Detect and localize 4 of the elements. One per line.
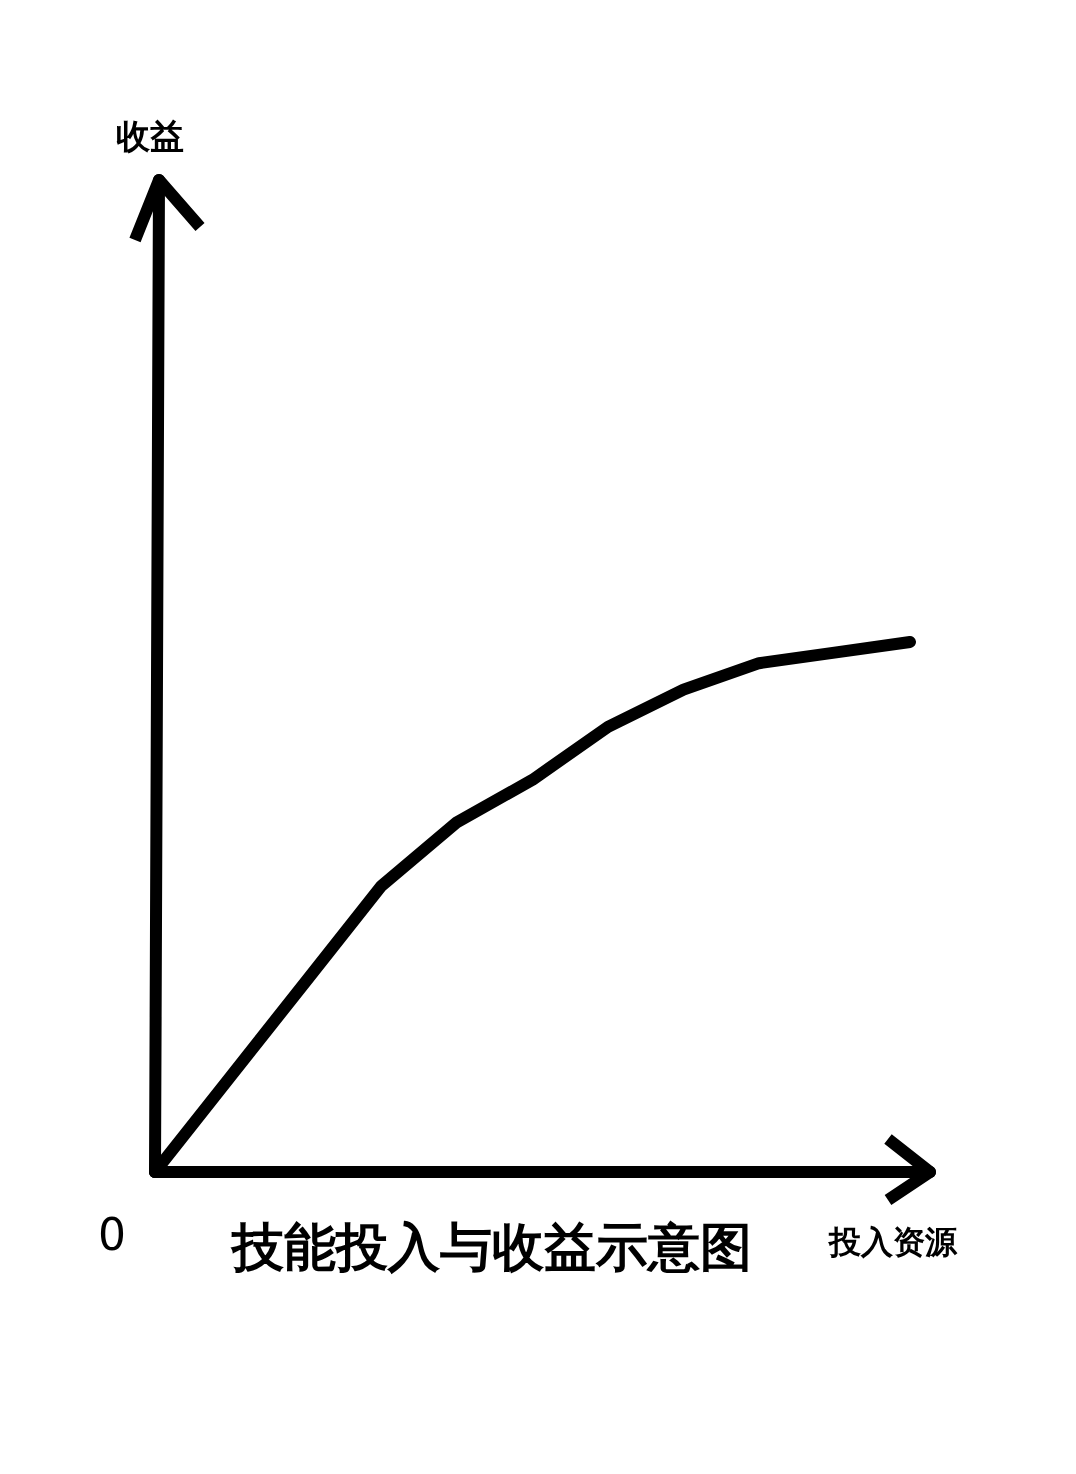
annotation: 收益: [116, 116, 184, 156]
annotation: 0: [98, 1209, 126, 1260]
title: 技能投入与收益示意图: [232, 1217, 752, 1277]
xlabel: 投入资源: [829, 1223, 957, 1261]
